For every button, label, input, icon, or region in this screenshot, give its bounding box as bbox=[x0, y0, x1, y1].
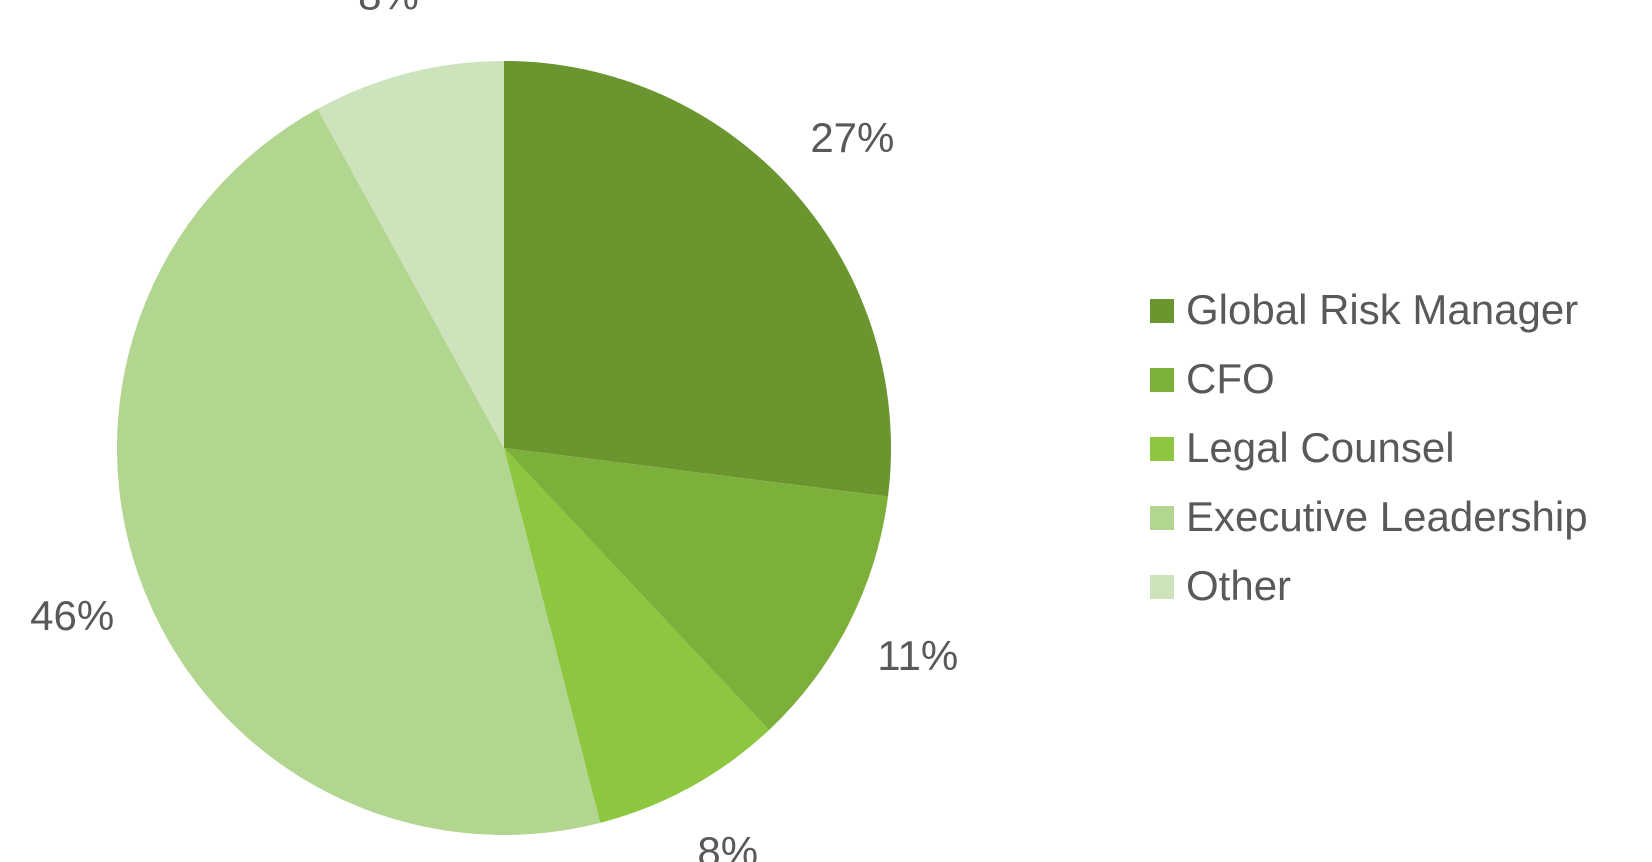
pie: 27% 11% 8% 46% 8% bbox=[30, 0, 958, 862]
pie-slice bbox=[504, 448, 888, 731]
pie-slice bbox=[117, 108, 601, 835]
legend-swatch bbox=[1150, 299, 1174, 323]
legend-label: Other bbox=[1186, 562, 1291, 609]
legend-swatch bbox=[1150, 437, 1174, 461]
legend-swatch bbox=[1150, 368, 1174, 392]
data-label: 8% bbox=[697, 828, 758, 862]
data-label: 8% bbox=[358, 0, 419, 18]
pie-slice bbox=[317, 60, 504, 448]
legend-swatch bbox=[1150, 506, 1174, 530]
data-label: 11% bbox=[877, 632, 958, 679]
legend-label: Legal Counsel bbox=[1186, 424, 1455, 471]
legend-label: Executive Leadership bbox=[1186, 493, 1588, 540]
data-label: 46% bbox=[30, 592, 114, 639]
legend-label: Global Risk Manager bbox=[1186, 286, 1578, 333]
pie-slice bbox=[504, 448, 769, 823]
legend-label: CFO bbox=[1186, 355, 1275, 402]
legend-swatch bbox=[1150, 575, 1174, 599]
data-label: 27% bbox=[810, 114, 894, 161]
pie-slice bbox=[504, 61, 891, 497]
legend: Global Risk Manager CFO Legal Counsel Execu… bbox=[1150, 286, 1588, 609]
